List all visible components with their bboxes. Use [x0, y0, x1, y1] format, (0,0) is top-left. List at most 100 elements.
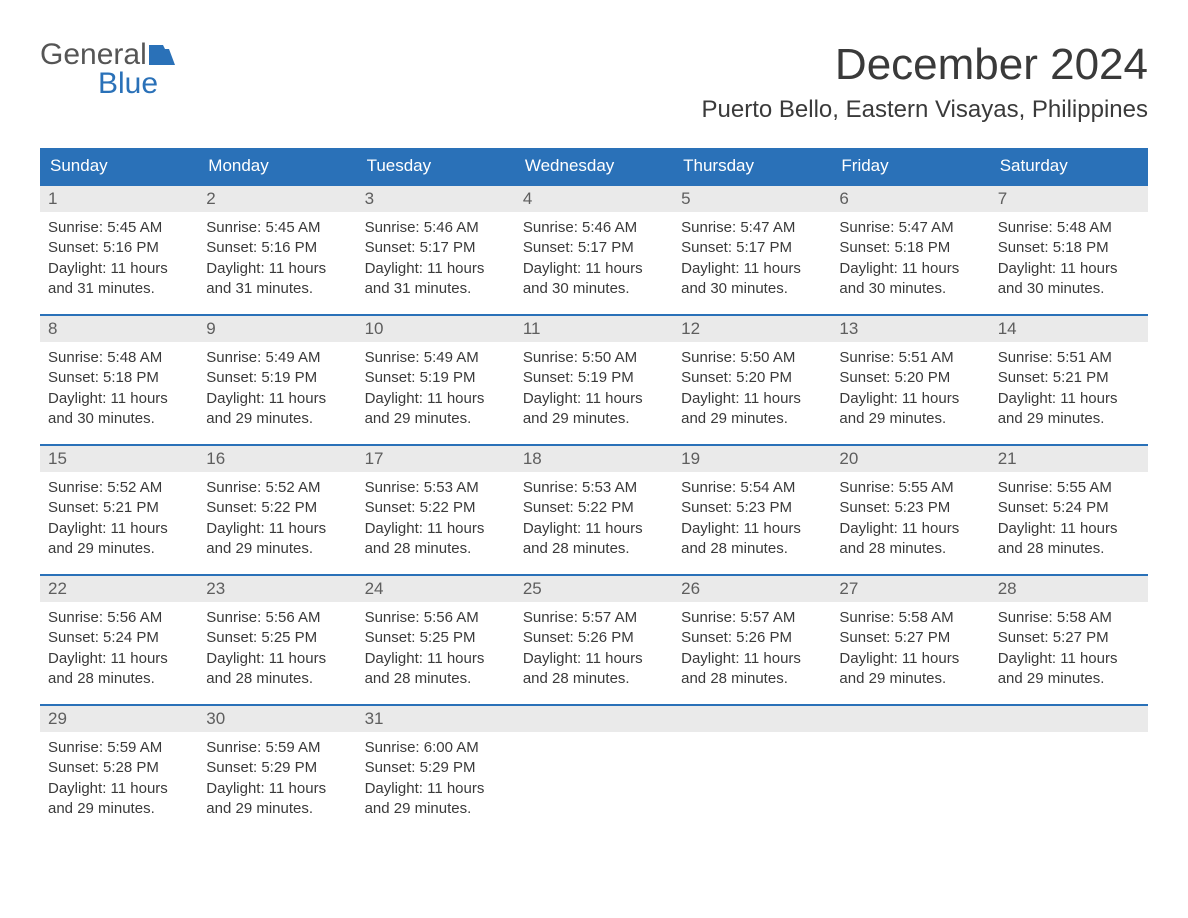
- sunrise-line: Sunrise: 5:53 AM: [523, 478, 665, 498]
- sunrise-line: Sunrise: 5:49 AM: [365, 348, 507, 368]
- brand-logo: General Blue: [40, 40, 175, 97]
- daylight-line-1: Daylight: 11 hours: [206, 519, 348, 539]
- location-subtitle: Puerto Bello, Eastern Visayas, Philippin…: [702, 96, 1148, 124]
- day-number: 2: [198, 186, 356, 212]
- day-cell: .: [515, 706, 673, 834]
- sunset-line: Sunset: 5:25 PM: [206, 628, 348, 648]
- sunrise-line: Sunrise: 5:46 AM: [523, 218, 665, 238]
- sunset-line: Sunset: 5:29 PM: [365, 758, 507, 778]
- day-header-cell: Friday: [831, 148, 989, 184]
- day-cell: 28Sunrise: 5:58 AMSunset: 5:27 PMDayligh…: [990, 576, 1148, 704]
- day-number: .: [673, 706, 831, 732]
- day-number: .: [831, 706, 989, 732]
- day-header-cell: Sunday: [40, 148, 198, 184]
- daylight-line-1: Daylight: 11 hours: [206, 779, 348, 799]
- day-number: 11: [515, 316, 673, 342]
- day-body: Sunrise: 5:56 AMSunset: 5:25 PMDaylight:…: [357, 602, 515, 699]
- day-number: 19: [673, 446, 831, 472]
- daylight-line-1: Daylight: 11 hours: [998, 389, 1140, 409]
- day-number: 5: [673, 186, 831, 212]
- day-body: Sunrise: 5:58 AMSunset: 5:27 PMDaylight:…: [990, 602, 1148, 699]
- sunrise-line: Sunrise: 5:52 AM: [48, 478, 190, 498]
- sunset-line: Sunset: 5:22 PM: [523, 498, 665, 518]
- day-body: Sunrise: 5:48 AMSunset: 5:18 PMDaylight:…: [990, 212, 1148, 309]
- daylight-line-1: Daylight: 11 hours: [365, 779, 507, 799]
- sunrise-line: Sunrise: 5:47 AM: [839, 218, 981, 238]
- day-number: 28: [990, 576, 1148, 602]
- sunrise-line: Sunrise: 5:46 AM: [365, 218, 507, 238]
- day-cell: 3Sunrise: 5:46 AMSunset: 5:17 PMDaylight…: [357, 186, 515, 314]
- day-cell: 21Sunrise: 5:55 AMSunset: 5:24 PMDayligh…: [990, 446, 1148, 574]
- day-cell: 5Sunrise: 5:47 AMSunset: 5:17 PMDaylight…: [673, 186, 831, 314]
- day-number: .: [515, 706, 673, 732]
- sunset-line: Sunset: 5:29 PM: [206, 758, 348, 778]
- day-body: Sunrise: 5:46 AMSunset: 5:17 PMDaylight:…: [515, 212, 673, 309]
- day-number: 13: [831, 316, 989, 342]
- daylight-line-1: Daylight: 11 hours: [206, 389, 348, 409]
- sunset-line: Sunset: 5:20 PM: [839, 368, 981, 388]
- sunset-line: Sunset: 5:27 PM: [998, 628, 1140, 648]
- day-cell: 6Sunrise: 5:47 AMSunset: 5:18 PMDaylight…: [831, 186, 989, 314]
- day-body: Sunrise: 5:48 AMSunset: 5:18 PMDaylight:…: [40, 342, 198, 439]
- daylight-line-1: Daylight: 11 hours: [48, 779, 190, 799]
- daylight-line-2: and 29 minutes.: [206, 539, 348, 559]
- daylight-line-2: and 31 minutes.: [48, 279, 190, 299]
- daylight-line-2: and 30 minutes.: [523, 279, 665, 299]
- daylight-line-2: and 29 minutes.: [48, 539, 190, 559]
- day-cell: 23Sunrise: 5:56 AMSunset: 5:25 PMDayligh…: [198, 576, 356, 704]
- daylight-line-2: and 28 minutes.: [365, 669, 507, 689]
- daylight-line-1: Daylight: 11 hours: [365, 259, 507, 279]
- sunrise-line: Sunrise: 5:53 AM: [365, 478, 507, 498]
- day-cell: .: [990, 706, 1148, 834]
- title-block: December 2024 Puerto Bello, Eastern Visa…: [702, 40, 1148, 124]
- day-cell: 30Sunrise: 5:59 AMSunset: 5:29 PMDayligh…: [198, 706, 356, 834]
- day-body: Sunrise: 5:59 AMSunset: 5:29 PMDaylight:…: [198, 732, 356, 829]
- daylight-line-1: Daylight: 11 hours: [523, 519, 665, 539]
- day-cell: 10Sunrise: 5:49 AMSunset: 5:19 PMDayligh…: [357, 316, 515, 444]
- sunrise-line: Sunrise: 5:51 AM: [839, 348, 981, 368]
- daylight-line-2: and 28 minutes.: [681, 669, 823, 689]
- brand-word-2: Blue: [98, 70, 158, 97]
- daylight-line-1: Daylight: 11 hours: [48, 519, 190, 539]
- day-cell: .: [673, 706, 831, 834]
- day-header-cell: Thursday: [673, 148, 831, 184]
- day-cell: 11Sunrise: 5:50 AMSunset: 5:19 PMDayligh…: [515, 316, 673, 444]
- day-body: Sunrise: 6:00 AMSunset: 5:29 PMDaylight:…: [357, 732, 515, 829]
- day-body: Sunrise: 5:57 AMSunset: 5:26 PMDaylight:…: [673, 602, 831, 699]
- day-body: Sunrise: 5:58 AMSunset: 5:27 PMDaylight:…: [831, 602, 989, 699]
- daylight-line-2: and 28 minutes.: [681, 539, 823, 559]
- day-number: 27: [831, 576, 989, 602]
- sunrise-line: Sunrise: 5:52 AM: [206, 478, 348, 498]
- day-cell: 29Sunrise: 5:59 AMSunset: 5:28 PMDayligh…: [40, 706, 198, 834]
- daylight-line-1: Daylight: 11 hours: [681, 259, 823, 279]
- sunrise-line: Sunrise: 5:56 AM: [365, 608, 507, 628]
- daylight-line-2: and 29 minutes.: [998, 409, 1140, 429]
- day-body: Sunrise: 5:59 AMSunset: 5:28 PMDaylight:…: [40, 732, 198, 829]
- day-body: Sunrise: 5:45 AMSunset: 5:16 PMDaylight:…: [40, 212, 198, 309]
- sunrise-line: Sunrise: 5:56 AM: [48, 608, 190, 628]
- day-number: 15: [40, 446, 198, 472]
- sunrise-line: Sunrise: 5:59 AM: [48, 738, 190, 758]
- sunset-line: Sunset: 5:25 PM: [365, 628, 507, 648]
- sunset-line: Sunset: 5:18 PM: [48, 368, 190, 388]
- sunset-line: Sunset: 5:18 PM: [998, 238, 1140, 258]
- day-body: Sunrise: 5:51 AMSunset: 5:20 PMDaylight:…: [831, 342, 989, 439]
- day-number: 18: [515, 446, 673, 472]
- daylight-line-2: and 30 minutes.: [48, 409, 190, 429]
- day-body: Sunrise: 5:50 AMSunset: 5:19 PMDaylight:…: [515, 342, 673, 439]
- day-body: Sunrise: 5:46 AMSunset: 5:17 PMDaylight:…: [357, 212, 515, 309]
- day-cell: 1Sunrise: 5:45 AMSunset: 5:16 PMDaylight…: [40, 186, 198, 314]
- day-number: 3: [357, 186, 515, 212]
- day-number: 7: [990, 186, 1148, 212]
- day-body: Sunrise: 5:45 AMSunset: 5:16 PMDaylight:…: [198, 212, 356, 309]
- page-header: General Blue December 2024 Puerto Bello,…: [40, 40, 1148, 124]
- daylight-line-2: and 28 minutes.: [523, 669, 665, 689]
- daylight-line-1: Daylight: 11 hours: [839, 259, 981, 279]
- daylight-line-1: Daylight: 11 hours: [998, 259, 1140, 279]
- calendar-week: 29Sunrise: 5:59 AMSunset: 5:28 PMDayligh…: [40, 704, 1148, 834]
- sunset-line: Sunset: 5:21 PM: [998, 368, 1140, 388]
- sunset-line: Sunset: 5:28 PM: [48, 758, 190, 778]
- daylight-line-1: Daylight: 11 hours: [681, 389, 823, 409]
- sunrise-line: Sunrise: 5:50 AM: [681, 348, 823, 368]
- calendar-day-header: SundayMondayTuesdayWednesdayThursdayFrid…: [40, 148, 1148, 184]
